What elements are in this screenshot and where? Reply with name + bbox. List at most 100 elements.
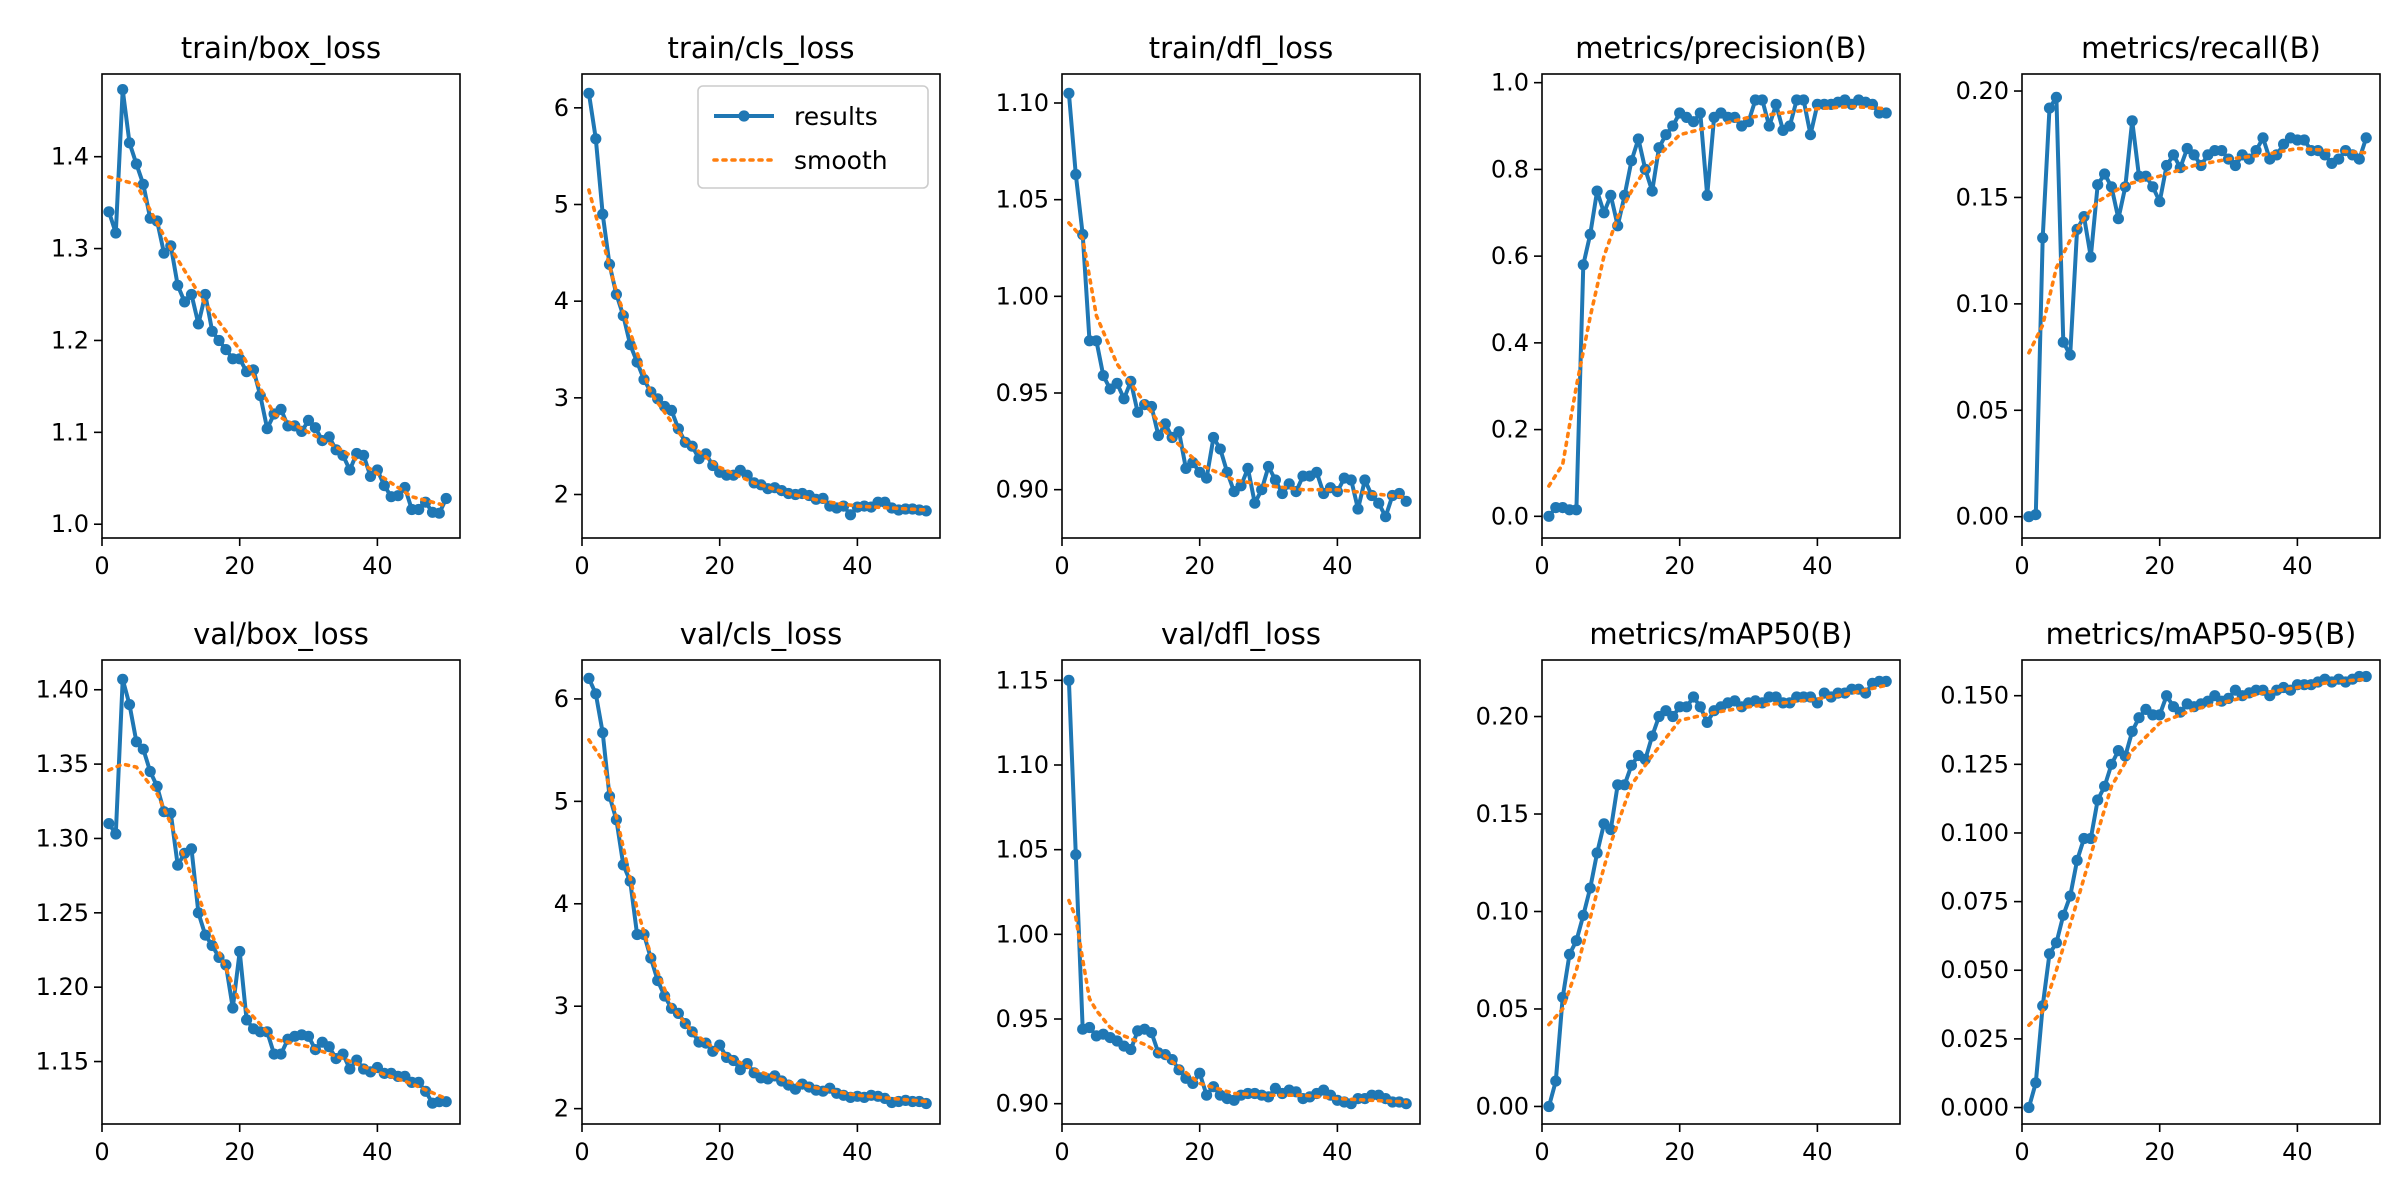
- results-data-point: [1345, 474, 1357, 486]
- y-tick-label: 5: [554, 787, 569, 815]
- results-data-point: [2043, 948, 2056, 960]
- y-tick-label: 0.6: [1491, 242, 1529, 270]
- x-tick-label: 40: [362, 552, 393, 580]
- results-data-point: [185, 288, 198, 301]
- results-data-point: [1625, 759, 1638, 771]
- results-data-point: [323, 431, 335, 443]
- x-tick-label: 20: [1664, 1138, 1695, 1166]
- chart-panel-10: metrics/mAP50-95(B) 0 20 40 0.000 0.025 0.050 0…: [1940, 617, 2381, 1166]
- results-data-point: [2360, 132, 2372, 144]
- y-tick-label: 0.2: [1491, 416, 1529, 444]
- results-data-point: [1269, 474, 1281, 486]
- legend-smooth-label: smooth: [794, 146, 888, 175]
- results-data-point: [597, 727, 609, 739]
- results-data-point: [1543, 1100, 1555, 1113]
- axes-frame: [1061, 659, 1421, 1125]
- results-data-point: [1083, 1021, 1096, 1034]
- results-data-point: [714, 1039, 726, 1051]
- results-data-point: [1063, 674, 1075, 686]
- results-data-point: [302, 1030, 315, 1042]
- results-data-point: [2333, 153, 2345, 165]
- x-tick-label: 40: [1322, 1138, 1353, 1166]
- y-tick-label: 1.0: [51, 510, 89, 538]
- results-data-point: [1311, 466, 1323, 478]
- results-data-point: [665, 404, 678, 416]
- axes-frame: [1541, 73, 1901, 539]
- results-data-point: [2092, 794, 2104, 806]
- results-data-point: [1563, 948, 1576, 961]
- results-series-line: [1547, 98, 1887, 518]
- smooth-series-line: [1547, 683, 1888, 1027]
- results-data-point: [1687, 116, 1700, 128]
- chart-panel-9: metrics/mAP50(B) 0 20 40 0.00 0.05 0.10 0.15 0.2…: [1476, 617, 1901, 1166]
- y-tick-label: 1.10: [996, 89, 1049, 117]
- smooth-series-line: [587, 738, 929, 1104]
- y-tick-label: 0.10: [1476, 897, 1529, 925]
- smooth-series-line: [1547, 104, 1888, 488]
- results-data-point: [2064, 349, 2076, 361]
- results-data-point: [2216, 145, 2228, 157]
- x-tick-label: 20: [704, 1138, 735, 1166]
- results-data-point: [1701, 716, 1713, 729]
- chart-panel-6: val/box_loss 0 20 40 1.15 1.20 1.25 1.30 1.35 1.4…: [36, 617, 461, 1166]
- results-data-point: [192, 318, 204, 330]
- y-tick-label: 5: [554, 191, 569, 219]
- results-data-point: [1111, 377, 1123, 389]
- results-series-line: [106, 87, 449, 516]
- results-data-point: [1201, 1089, 1213, 1101]
- smooth-series-line: [107, 175, 449, 508]
- results-data-point: [1660, 129, 1672, 141]
- results-data-point: [351, 1054, 363, 1066]
- x-tick-label: 0: [574, 1138, 589, 1166]
- results-data-point: [2250, 145, 2262, 157]
- y-tick-label: 0.075: [1940, 888, 2009, 916]
- results-data-point: [2298, 134, 2310, 146]
- results-data-point: [144, 765, 156, 778]
- chart-panel-8: val/dfl_loss 0 20 40 0.90 0.95 1.00 1.05 1.10 1.1…: [996, 617, 1421, 1166]
- legend: results smooth: [697, 85, 929, 189]
- x-tick-label: 20: [704, 552, 735, 580]
- y-tick-label: 3: [554, 992, 569, 1020]
- results-data-point: [1701, 189, 1713, 201]
- axes-frame: [101, 659, 461, 1125]
- y-tick-label: 0.4: [1491, 329, 1529, 357]
- x-tick-label: 20: [2144, 552, 2175, 580]
- y-tick-label: 0.20: [1956, 77, 2009, 105]
- y-tick-label: 1.0: [1491, 69, 1529, 97]
- results-data-point: [2071, 854, 2083, 867]
- x-tick-label: 0: [94, 552, 109, 580]
- y-tick-label: 4: [554, 287, 569, 315]
- results-data-point: [199, 288, 211, 301]
- results-data-point: [1880, 107, 1892, 119]
- results-data-point: [1694, 107, 1706, 119]
- y-tick-label: 0.05: [1476, 995, 1529, 1023]
- results-data-point: [1132, 406, 1144, 418]
- results-data-point: [103, 206, 115, 218]
- results-data-point: [2188, 149, 2200, 161]
- results-data-point: [2147, 181, 2159, 193]
- results-data-point: [1646, 730, 1658, 742]
- chart-title: train/box_loss: [181, 31, 381, 65]
- x-tick-label: 40: [362, 1138, 393, 1166]
- results-data-point: [2126, 115, 2138, 127]
- results-data-point: [234, 353, 246, 365]
- x-tick-label: 20: [224, 1138, 255, 1166]
- results-data-point: [1070, 849, 1082, 861]
- results-data-point: [1619, 779, 1631, 791]
- results-data-point: [2229, 159, 2241, 172]
- results-data-point: [2133, 712, 2145, 724]
- x-tick-label: 0: [1534, 1138, 1549, 1166]
- results-data-point: [1380, 511, 1392, 523]
- results-data-point: [206, 939, 218, 952]
- axes-frame: [101, 73, 461, 539]
- y-tick-label: 0.95: [996, 379, 1049, 407]
- chart-title: train/dfl_loss: [1149, 31, 1333, 65]
- results-data-point: [2057, 909, 2069, 921]
- legend-results-label: results: [794, 102, 878, 131]
- smooth-series-line: [1067, 221, 1408, 500]
- y-tick-label: 1.00: [996, 920, 1049, 948]
- results-data-point: [103, 818, 115, 830]
- results-data-point: [275, 403, 287, 415]
- x-tick-label: 20: [2144, 1138, 2175, 1166]
